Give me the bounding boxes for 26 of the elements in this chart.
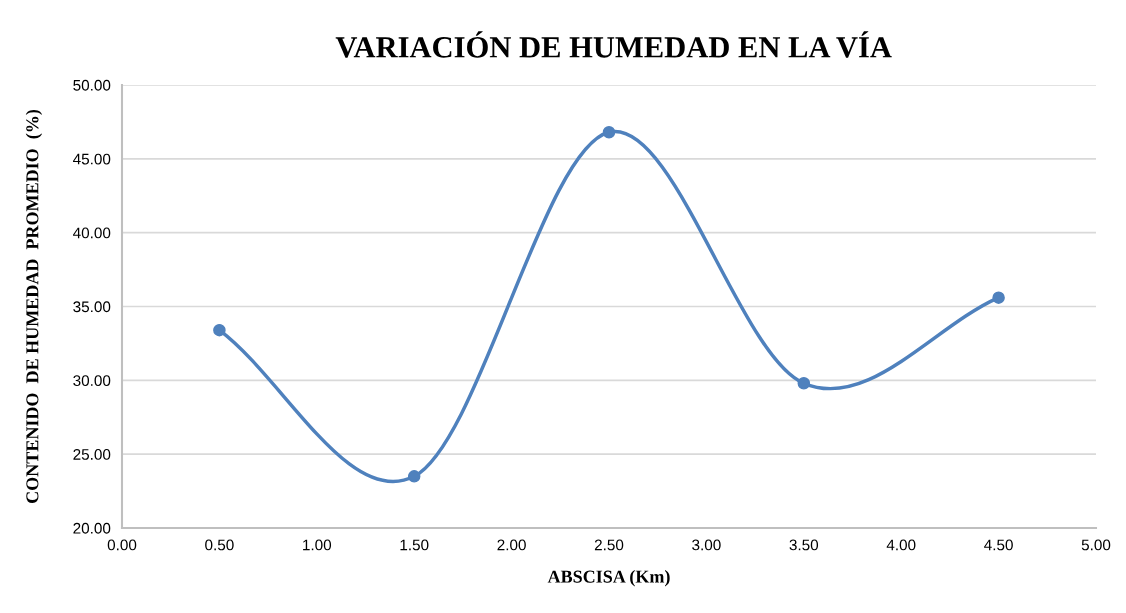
x-tick-label: 2.50 <box>594 539 624 551</box>
point <box>602 126 616 139</box>
point <box>797 377 811 390</box>
x-tick-label: 4.00 <box>886 539 916 551</box>
y-tick-label: 50.00 <box>73 79 111 91</box>
chart-title: VARIACIÓN DE HUMEDAD EN LA VÍA <box>335 31 892 58</box>
y-tick-label: 20.00 <box>73 522 111 534</box>
y-tick-label: 40.00 <box>73 227 111 239</box>
x-tick-label: 0.50 <box>205 539 234 551</box>
y-tick-label: 45.00 <box>73 153 111 165</box>
y-tick-label: 35.00 <box>73 301 111 313</box>
x-tick-label: 1.50 <box>400 539 429 551</box>
point <box>992 291 1005 304</box>
x-axis-title: ABSCISA (Km) <box>547 570 670 587</box>
x-tick-label: 4.50 <box>984 539 1013 551</box>
x-tick-label: 5.00 <box>1081 539 1111 551</box>
point <box>213 323 226 337</box>
y-axis-title: CONTENIDO DE HUMEDAD PROMEDIO (%) <box>25 109 43 503</box>
x-tick-label: 2.00 <box>497 539 526 551</box>
x-tick-label: 3.00 <box>692 539 721 551</box>
y-tick-label: 25.00 <box>73 449 111 460</box>
y-tick-label: 30.00 <box>73 375 111 387</box>
x-tick-label: 3.50 <box>789 539 819 551</box>
x-tick-label: 0.00 <box>107 539 137 551</box>
x-tick-label: 1.00 <box>303 539 332 551</box>
point <box>407 470 421 483</box>
